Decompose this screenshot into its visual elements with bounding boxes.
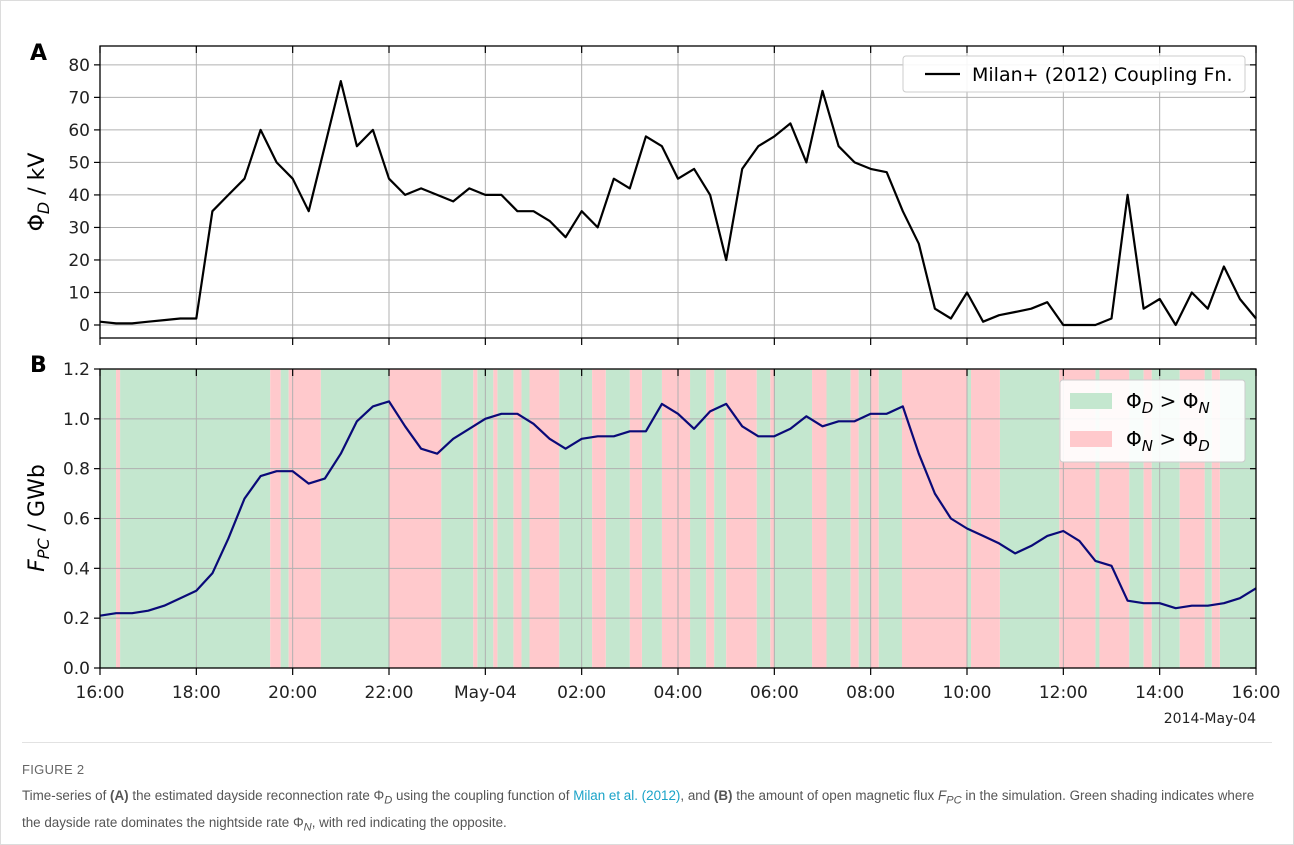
y-axis-label: ΦD / kV	[25, 153, 53, 232]
y-tick-label: 40	[68, 186, 90, 206]
y-tick-label: 0	[79, 316, 90, 336]
x-tick-label: 18:00	[172, 683, 221, 703]
x-tick-label: 22:00	[365, 683, 414, 703]
y-label-part: / GWb	[25, 464, 50, 538]
caption-part: N	[303, 821, 312, 834]
legend-label: ΦD > ΦN	[1126, 389, 1210, 417]
legend-label: Milan+ (2012) Coupling Fn.	[972, 64, 1233, 86]
caption-part: using the coupling function of	[392, 788, 574, 803]
x-tick-label: 08:00	[846, 683, 895, 703]
legend-label-part: D	[1198, 437, 1210, 455]
y-tick-label: 30	[68, 218, 90, 238]
y-tick-label: 1.0	[63, 410, 90, 430]
plot-frame	[99, 368, 1257, 669]
x-tick-label: 14:00	[1135, 683, 1184, 703]
y-tick-label: 10	[68, 283, 90, 303]
y-tick-label: 70	[68, 88, 90, 108]
y-label-part: PC	[34, 538, 53, 560]
legend-patch	[1070, 431, 1112, 447]
caption-part: , and	[680, 788, 714, 803]
data-line	[99, 400, 1257, 617]
x-tick-label: 10:00	[943, 683, 992, 703]
y-tick-label: 1.2	[63, 360, 90, 380]
y-tick-label: 0.2	[63, 609, 90, 629]
legend-label-part: Φ	[1126, 427, 1142, 451]
plot-frame	[99, 45, 1257, 339]
x-tick-label: 20:00	[268, 683, 317, 703]
x-tick-label: 02:00	[557, 683, 606, 703]
legend-label-part: Φ	[1126, 389, 1142, 413]
legend-label: ΦN > ΦD	[1126, 427, 1210, 455]
caption-label: FIGURE 2	[22, 762, 85, 777]
caption: Time-series of (A) the estimated dayside…	[22, 785, 1274, 838]
legend-label-part: D	[1142, 399, 1154, 417]
caption-part: (B)	[713, 788, 733, 803]
legend-label-part: > Φ	[1153, 427, 1198, 451]
x-offset-label: 2014-May-04	[1164, 711, 1256, 727]
caption-part: , with red indicating the opposite.	[311, 814, 507, 830]
y-tick-label: 20	[68, 251, 90, 271]
caption-part: in the simulation. Green shading indicat…	[22, 788, 1255, 830]
y-label-part: F	[25, 559, 50, 572]
x-tick-label: 16:00	[1232, 683, 1281, 703]
caption-part: D	[384, 794, 393, 807]
y-tick-label: 50	[68, 153, 90, 173]
x-tick-label: May-04	[454, 683, 517, 703]
y-tick-label: 0.8	[63, 460, 90, 480]
panel-label: A	[30, 41, 47, 66]
data-line	[99, 80, 1257, 327]
caption-link[interactable]: Milan et al. (2012)	[573, 788, 681, 803]
caption-part: (A)	[110, 788, 129, 803]
y-label-part: / kV	[25, 153, 50, 202]
y-tick-label: 0.6	[63, 510, 90, 530]
x-tick-label: 06:00	[750, 683, 799, 703]
x-tick-label: 12:00	[1039, 683, 1088, 703]
caption-rule	[22, 742, 1272, 743]
y-axis-label: FPC / GWb	[25, 464, 53, 572]
y-label-part: D	[34, 202, 53, 214]
caption-part: F	[937, 788, 947, 803]
legend-patch	[1070, 393, 1112, 409]
figure: 0 10 20 30 40 50 60 70 80 Milan+ (2012) Coupling …	[25, 41, 1281, 727]
y-label-part: Φ	[25, 214, 50, 231]
caption-part: Time-series of	[22, 788, 111, 803]
caption-part: the estimated dayside reconnection rate …	[128, 788, 385, 803]
legend-label-part: N	[1142, 437, 1153, 455]
panel-label: B	[30, 353, 47, 378]
legend-box	[902, 55, 1246, 93]
caption-part: PC	[946, 794, 962, 807]
legend-label-part: > Φ	[1153, 389, 1198, 413]
caption-part: the amount of open magnetic flux	[732, 788, 938, 803]
y-tick-label: 80	[68, 56, 90, 76]
y-tick-label: 0.0	[63, 659, 90, 679]
legend-label-part: N	[1199, 399, 1210, 417]
y-tick-label: 60	[68, 121, 90, 141]
x-tick-label: 16:00	[76, 683, 125, 703]
y-tick-label: 0.4	[63, 559, 90, 579]
x-tick-label: 04:00	[654, 683, 703, 703]
